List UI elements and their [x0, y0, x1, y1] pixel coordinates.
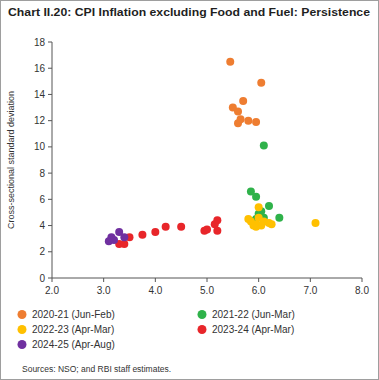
legend-marker [198, 310, 207, 319]
point [162, 223, 170, 231]
x-tick [310, 278, 311, 282]
frame [1, 1, 379, 380]
legend-label: 2020-21 (Jun-Feb) [32, 309, 115, 320]
point [265, 202, 273, 210]
point [138, 231, 146, 239]
x-tick-label: 6.0 [252, 285, 266, 296]
point [244, 117, 252, 125]
point [120, 233, 128, 241]
y-tick-label: 0 [39, 273, 45, 284]
x-tick-label: 5.0 [200, 285, 214, 296]
point [268, 220, 276, 228]
legend-label: 2021-22 (Jun-Mar) [212, 309, 295, 320]
title: Chart II.20: CPI Inflation excluding Foo… [8, 6, 370, 18]
x-tick-label: 2.0 [45, 285, 59, 296]
y-tick-label: 14 [34, 89, 46, 100]
point [260, 142, 268, 150]
y-tick [48, 251, 52, 252]
y-tick-label: 8 [39, 168, 45, 179]
y-tick-label: 12 [34, 115, 46, 126]
y-tick [48, 120, 52, 121]
y-tick [48, 146, 52, 147]
y-tick-label: 6 [39, 194, 45, 205]
point [312, 219, 320, 227]
y-tick [48, 278, 52, 279]
point [252, 118, 260, 126]
point [244, 215, 252, 223]
point [110, 236, 118, 244]
y-tick [48, 94, 52, 95]
y-tick [48, 173, 52, 174]
y-tick-label: 18 [34, 37, 46, 48]
legend-marker [18, 340, 27, 349]
legend-marker [198, 325, 207, 334]
y-tick-label: 2 [39, 246, 45, 257]
y-tick [48, 225, 52, 226]
x-tick [207, 278, 208, 282]
point [275, 214, 283, 222]
x-tick-label: 4.0 [148, 285, 162, 296]
point [234, 107, 242, 115]
y-tick [48, 199, 52, 200]
y-tick-label: 16 [34, 63, 46, 74]
legend-label: 2023-24 (Apr-Mar) [212, 324, 294, 335]
point [226, 58, 234, 66]
point [239, 97, 247, 105]
y-tick-label: 4 [39, 220, 45, 231]
x-tick [362, 278, 363, 282]
point [234, 119, 242, 127]
point [177, 223, 185, 231]
legend-label: 2022-23 (Apr-Mar) [32, 324, 114, 335]
point [151, 228, 159, 236]
point [257, 79, 265, 87]
point [257, 222, 265, 230]
x-tick [155, 278, 156, 282]
y-tick-label: 10 [34, 141, 46, 152]
point [250, 222, 258, 230]
point [213, 227, 221, 235]
legend-label: 2024-25 (Apr-Aug) [32, 339, 115, 350]
x-tick [258, 278, 259, 282]
y-axis-label: Cross-sectional standard deviation [6, 91, 16, 229]
point [255, 203, 263, 211]
y-axis [52, 42, 53, 278]
point [203, 225, 211, 233]
x-tick [52, 278, 53, 282]
legend-marker [18, 325, 27, 334]
x-tick [103, 278, 104, 282]
point [252, 193, 260, 201]
chart: Chart II.20: CPI Inflation excluding Foo… [0, 0, 379, 380]
point [255, 214, 263, 222]
x-tick-label: 8.0 [355, 285, 369, 296]
points [105, 58, 320, 248]
y-tick [48, 68, 52, 69]
legend-marker [18, 310, 27, 319]
y-tick [48, 42, 52, 43]
x-tick-label: 3.0 [97, 285, 111, 296]
x-tick-label: 7.0 [303, 285, 317, 296]
source-note: Sources: NSO; and RBI staff estimates. [22, 364, 171, 374]
